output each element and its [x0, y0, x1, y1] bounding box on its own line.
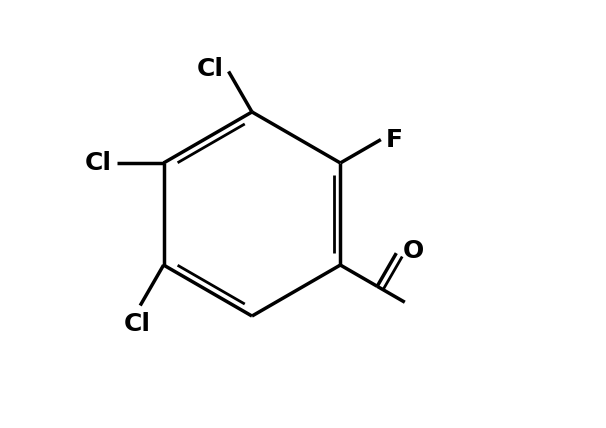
- Text: F: F: [386, 128, 403, 152]
- Text: Cl: Cl: [85, 151, 112, 175]
- Text: Cl: Cl: [123, 312, 150, 336]
- Text: O: O: [403, 239, 424, 263]
- Text: Cl: Cl: [196, 57, 224, 81]
